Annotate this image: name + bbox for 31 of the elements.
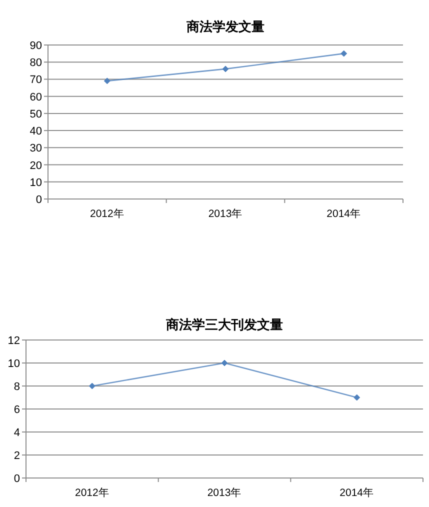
x-tick-label: 2013年 xyxy=(207,487,242,499)
point xyxy=(222,66,229,72)
y-tick-label: 70 xyxy=(30,74,42,86)
y-tick-label: 8 xyxy=(14,381,20,393)
y-tick-label: 10 xyxy=(8,358,20,370)
point xyxy=(88,382,96,390)
x-tick-label: 2012年 xyxy=(74,487,110,499)
y-tick-label: 60 xyxy=(30,91,42,104)
y-tick-label: 4 xyxy=(14,427,20,439)
y-tick-label: 0 xyxy=(14,473,20,485)
y-tick-label: 50 xyxy=(30,108,42,120)
chart-title: 商法学三大刊发文量 xyxy=(165,317,283,332)
x-tick-label: 2012年 xyxy=(90,208,124,220)
point xyxy=(104,78,110,84)
y-tick-label: 40 xyxy=(30,126,42,138)
y-tick-label: 10 xyxy=(30,176,42,189)
point xyxy=(340,50,348,57)
point xyxy=(221,360,228,366)
chart-title: 商法学发文量 xyxy=(186,19,264,34)
y-tick-label: 90 xyxy=(30,40,42,52)
y-tick-label: 30 xyxy=(30,142,42,155)
x-tick-label: 2014年 xyxy=(340,487,374,499)
point xyxy=(354,394,360,401)
y-tick-label: 80 xyxy=(30,57,42,70)
y-tick-label: 2 xyxy=(14,450,20,462)
y-tick-label: 6 xyxy=(14,404,20,416)
y-tick-label: 12 xyxy=(8,335,20,347)
x-tick-label: 2014年 xyxy=(326,208,362,220)
y-tick-label: 0 xyxy=(36,194,42,206)
y-tick-label: 20 xyxy=(30,160,42,172)
x-tick-label: 2013年 xyxy=(208,208,243,220)
